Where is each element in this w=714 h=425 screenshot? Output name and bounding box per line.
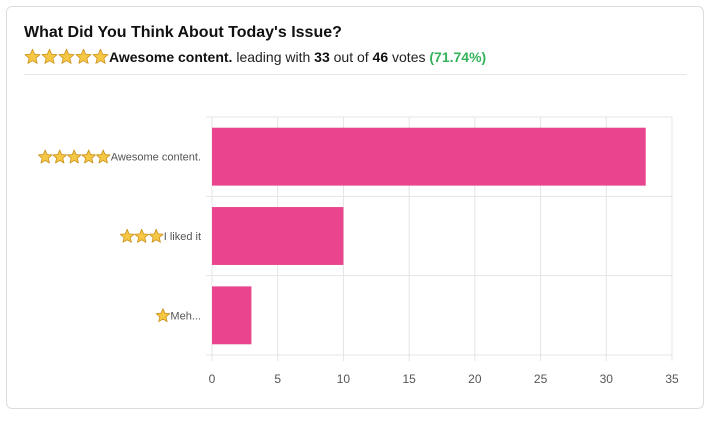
leader-label: Awesome content. <box>109 48 233 65</box>
bar[interactable] <box>212 127 646 186</box>
star-icon <box>148 228 164 243</box>
x-tick-label: 25 <box>534 372 548 386</box>
star-icon <box>58 48 75 64</box>
star-icon <box>75 48 92 64</box>
header-divider <box>24 74 687 75</box>
x-tick-label: 5 <box>274 372 281 386</box>
leader-stars <box>24 48 109 65</box>
poll-title: What Did You Think About Today's Issue? <box>24 24 342 41</box>
star-icon <box>81 149 96 164</box>
bar[interactable] <box>212 286 252 345</box>
star-icon <box>119 228 135 243</box>
category-label: Awesome content. <box>111 152 201 164</box>
percent: (71.74%) <box>429 48 487 65</box>
poll-card: What Did You Think About Today's Issue? … <box>6 6 704 409</box>
star-icon <box>92 48 109 64</box>
x-tick-label: 35 <box>665 372 679 386</box>
x-tick-label: 0 <box>209 372 216 386</box>
star-icon <box>134 228 149 243</box>
total-votes: 46 <box>372 48 389 65</box>
leader-votes: 33 <box>314 48 330 65</box>
votes-text: votes <box>392 48 426 65</box>
star-icon <box>155 308 171 323</box>
category-label: Meh... <box>170 310 201 322</box>
star-icon <box>24 48 41 64</box>
x-tick-label: 20 <box>468 372 482 386</box>
leading-text: leading with <box>236 48 311 65</box>
star-icon <box>37 149 53 164</box>
star-icon <box>58 48 75 64</box>
star-icon <box>41 48 58 64</box>
star-icon <box>75 48 92 64</box>
star-icon <box>24 48 41 64</box>
star-icon <box>52 149 67 164</box>
category-label: I liked it <box>164 231 201 243</box>
x-tick-label: 10 <box>337 372 351 386</box>
x-tick-label: 15 <box>402 372 416 386</box>
bar[interactable] <box>212 207 344 265</box>
star-icon <box>66 149 82 164</box>
x-tick-label: 30 <box>600 372 614 386</box>
out-of-text: out of <box>333 48 369 65</box>
star-icon <box>41 48 58 64</box>
poll-summary: Awesome content. leading with 33 out of … <box>24 48 486 65</box>
star-icon <box>95 149 111 164</box>
star-icon <box>92 48 109 64</box>
